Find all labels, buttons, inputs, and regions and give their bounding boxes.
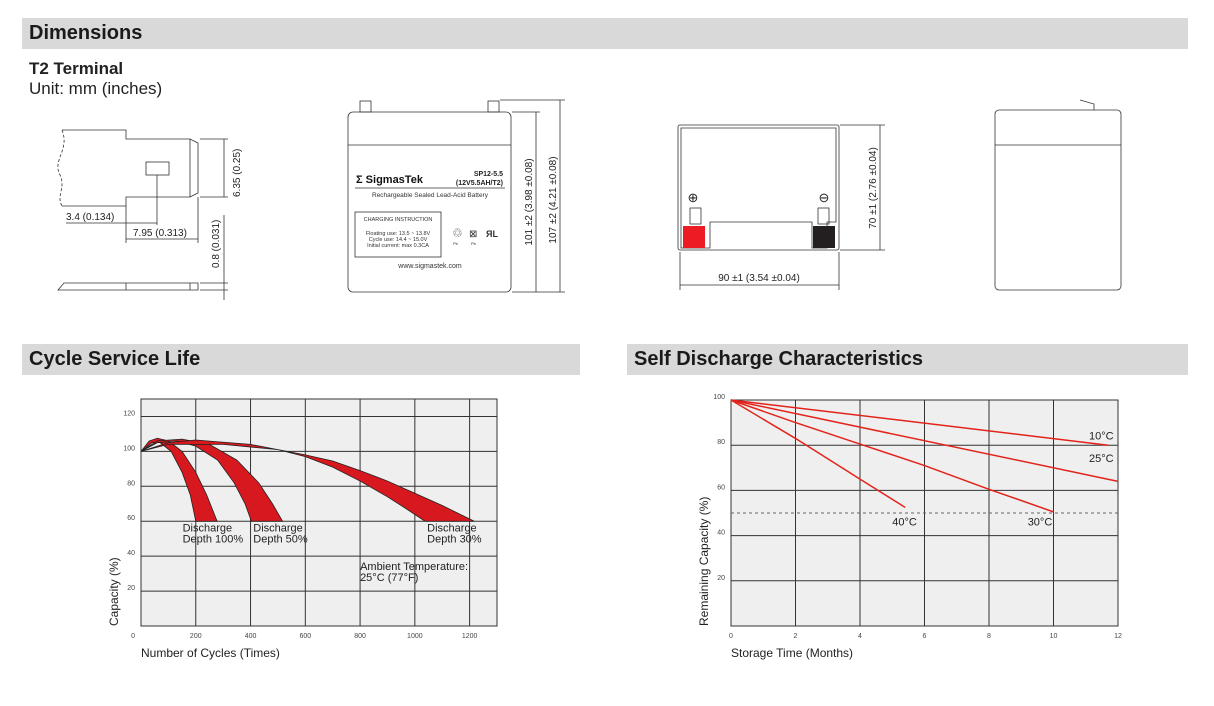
x-tick-label: 6 bbox=[923, 633, 927, 640]
x-tick-label: 12 bbox=[1114, 633, 1122, 640]
x-tick-label: 1200 bbox=[462, 633, 478, 640]
annotation-d30: Depth 30% bbox=[427, 534, 482, 546]
y-tick-label: 20 bbox=[717, 575, 725, 582]
negative-terminal bbox=[813, 226, 835, 248]
annotation-d50: Depth 50% bbox=[253, 534, 308, 546]
series-line-25c bbox=[730, 399, 1119, 483]
y-tick-label: 60 bbox=[717, 484, 725, 491]
series-line-10c bbox=[730, 399, 1109, 446]
x-tick-label: 2 bbox=[794, 633, 798, 640]
terminal-drawing bbox=[57, 129, 228, 300]
charging-line: Cycle use: 14.4 ~ 15.0V bbox=[369, 237, 428, 243]
series-label: 30°C bbox=[1028, 516, 1053, 528]
dim-width: 90 ±1 (3.54 ±0.04) bbox=[718, 273, 800, 284]
dim-height: 101 ±2 (3.98 ±0.08) bbox=[524, 158, 535, 245]
dim-6-35: 6.35 (0.25) bbox=[232, 149, 243, 197]
dim-total-height: 107 ±2 (4.21 ±0.08) bbox=[548, 156, 559, 243]
x-tick-label: 10 bbox=[1050, 633, 1058, 640]
spec-label: (12V5.5AH/T2) bbox=[456, 180, 503, 187]
x-tick-label: 600 bbox=[299, 633, 311, 640]
annotation-d100: Discharge bbox=[183, 523, 233, 535]
website-label: www.sigmastek.com bbox=[397, 263, 462, 270]
negative-icon: ⊖ bbox=[819, 190, 830, 205]
series-line-30c bbox=[730, 399, 1054, 513]
pb-label: Pb bbox=[453, 241, 459, 246]
brand-logo: Σ SigmasTek bbox=[356, 174, 424, 186]
no-trash-icon: ⊠ bbox=[469, 229, 477, 240]
x-axis-title: Number of Cycles (Times) bbox=[141, 646, 280, 660]
dim-depth: 70 ±1 (2.76 ±0.04) bbox=[868, 147, 879, 229]
self-discharge-chart: 0 2 4 6 8 10 12 20 40 60 80 100 Storage Time (Months… bbox=[697, 394, 1122, 660]
x-axis-title: Storage Time (Months) bbox=[731, 646, 853, 660]
x-tick-label: 0 bbox=[729, 633, 733, 640]
y-axis-title: Remaining Capacity (%) bbox=[697, 497, 711, 626]
y-tick-label: 20 bbox=[127, 585, 135, 592]
annotation-ambient: 25°C (77°F) bbox=[360, 572, 418, 584]
discharge-band bbox=[140, 439, 475, 522]
series-label: 10°C bbox=[1089, 431, 1114, 443]
x-tick-label: 400 bbox=[245, 633, 257, 640]
recycle-icon: ♲ bbox=[452, 226, 463, 240]
series-line-40c bbox=[730, 399, 906, 508]
annotation-d30: Discharge bbox=[427, 523, 477, 535]
y-tick-label: 0 bbox=[131, 633, 135, 640]
y-tick-label: 80 bbox=[717, 439, 725, 446]
positive-terminal bbox=[683, 226, 705, 248]
dim-3-4: 3.4 (0.134) bbox=[66, 212, 114, 223]
pb-label: Pb bbox=[471, 241, 477, 246]
y-tick-label: 100 bbox=[123, 445, 135, 452]
x-tick-label: 800 bbox=[354, 633, 366, 640]
section-header-self-discharge: Self Discharge Characteristics bbox=[627, 344, 1188, 375]
charging-line: Floating use: 13.5 ~ 13.8V bbox=[366, 231, 431, 237]
model-label: SP12-5.5 bbox=[474, 171, 503, 178]
y-tick-label: 60 bbox=[127, 515, 135, 522]
dim-7-95: 7.95 (0.313) bbox=[133, 228, 187, 239]
x-tick-label: 4 bbox=[858, 633, 862, 640]
dim-0-8: 0.8 (0.031) bbox=[211, 220, 222, 268]
annotation-d50: Discharge bbox=[253, 523, 303, 535]
series-label: 25°C bbox=[1089, 453, 1114, 465]
section-header-cycle-life: Cycle Service Life bbox=[22, 344, 580, 375]
x-tick-label: 200 bbox=[190, 633, 202, 640]
charging-line: Initial current: max 0.3CA bbox=[367, 243, 429, 249]
positive-icon: ⊕ bbox=[688, 190, 699, 205]
unit-label: Unit: mm (inches) bbox=[29, 79, 163, 98]
battery-top-view bbox=[677, 124, 885, 290]
battery-description: Rechargeable Sealed Lead-Acid Battery bbox=[372, 192, 489, 199]
charging-title: CHARGING INSTRUCTION bbox=[364, 217, 433, 223]
x-tick-label: 8 bbox=[987, 633, 991, 640]
dimension-drawings: 3.4 (0.134) 7.95 (0.313) 6.35 (0.25) 0.8… bbox=[57, 99, 1122, 300]
battery-side-view bbox=[994, 99, 1122, 291]
terminal-title: T2 Terminal bbox=[29, 59, 124, 78]
ul-icon: ЯL bbox=[486, 229, 498, 239]
series-label: 40°C bbox=[892, 516, 917, 528]
y-axis-title: Capacity (%) bbox=[107, 557, 121, 626]
y-tick-label: 40 bbox=[127, 550, 135, 557]
annotation-ambient: Ambient Temperature: bbox=[360, 561, 468, 573]
section-header-dimensions: Dimensions bbox=[22, 18, 1188, 49]
cycle-life-chart: 200 400 600 800 1000 1200 0 20 40 60 80 100 120 Numbe… bbox=[107, 398, 498, 660]
y-tick-label: 100 bbox=[713, 394, 725, 401]
annotation-d100: Depth 100% bbox=[183, 534, 244, 546]
y-tick-label: 40 bbox=[717, 530, 725, 537]
y-tick-label: 80 bbox=[127, 480, 135, 487]
battery-front-view bbox=[347, 99, 565, 293]
x-tick-label: 1000 bbox=[407, 633, 423, 640]
y-tick-label: 120 bbox=[123, 410, 135, 417]
